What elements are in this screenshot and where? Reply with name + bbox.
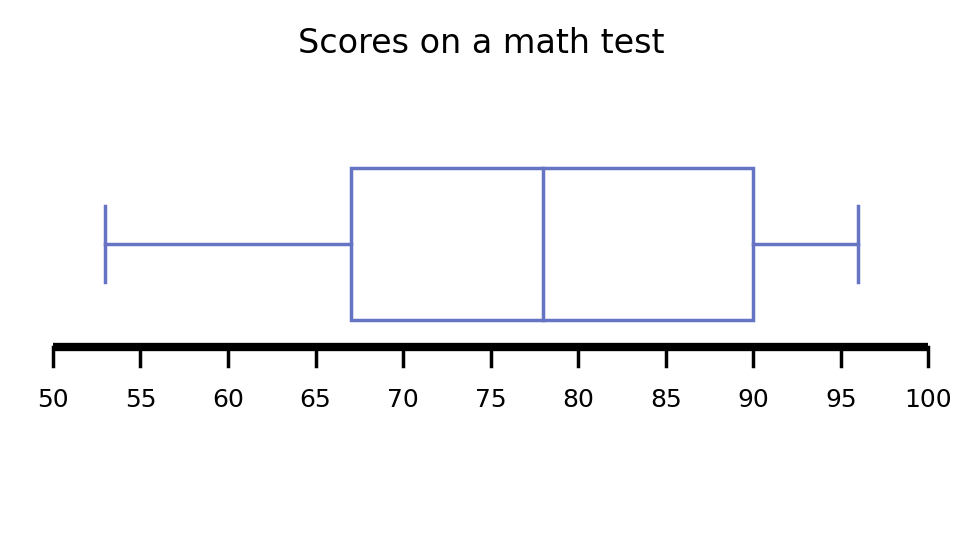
Text: 65: 65 <box>299 388 332 411</box>
Bar <box>350 168 752 320</box>
Text: 90: 90 <box>736 388 769 411</box>
Text: 60: 60 <box>211 388 244 411</box>
Text: 80: 80 <box>561 388 594 411</box>
Text: 70: 70 <box>386 388 419 411</box>
Text: 75: 75 <box>475 388 505 411</box>
Text: 100: 100 <box>903 388 951 411</box>
Text: Scores on a math test: Scores on a math test <box>298 27 663 60</box>
Text: 55: 55 <box>125 388 156 411</box>
Text: 50: 50 <box>37 388 68 411</box>
Text: 85: 85 <box>649 388 681 411</box>
Text: 95: 95 <box>825 388 855 411</box>
